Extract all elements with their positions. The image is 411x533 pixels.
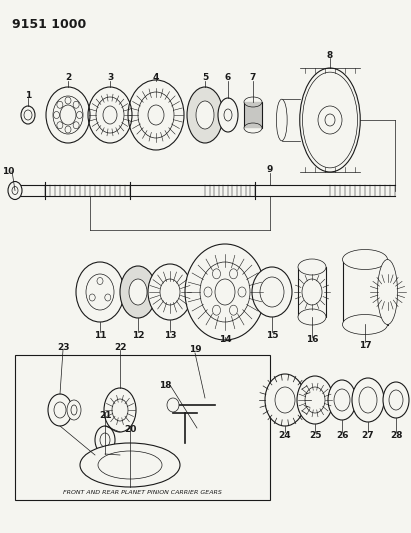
Ellipse shape	[104, 388, 136, 432]
Text: 12: 12	[132, 330, 144, 340]
Ellipse shape	[212, 305, 220, 315]
Ellipse shape	[244, 123, 262, 133]
Ellipse shape	[129, 279, 147, 305]
Ellipse shape	[89, 294, 95, 301]
Ellipse shape	[100, 433, 110, 447]
Ellipse shape	[302, 72, 358, 168]
Ellipse shape	[98, 451, 162, 479]
Ellipse shape	[229, 269, 238, 279]
Ellipse shape	[148, 264, 192, 320]
Text: 17: 17	[359, 341, 371, 350]
Bar	[342, 260, 388, 325]
Text: 3: 3	[107, 74, 113, 83]
Ellipse shape	[8, 182, 22, 199]
Ellipse shape	[120, 266, 156, 318]
Text: FRONT AND REAR PLANET PINION CARRIER GEARS: FRONT AND REAR PLANET PINION CARRIER GEA…	[63, 489, 222, 495]
Ellipse shape	[318, 106, 342, 134]
Ellipse shape	[275, 387, 295, 413]
Ellipse shape	[377, 260, 397, 325]
Text: 26: 26	[336, 431, 348, 440]
Text: 7: 7	[250, 74, 256, 83]
Text: 15: 15	[266, 330, 278, 340]
Ellipse shape	[112, 399, 128, 421]
Ellipse shape	[244, 97, 262, 107]
Ellipse shape	[238, 287, 246, 297]
Ellipse shape	[204, 287, 212, 297]
Ellipse shape	[187, 87, 223, 143]
Ellipse shape	[215, 279, 235, 305]
Ellipse shape	[80, 443, 180, 487]
Ellipse shape	[383, 382, 409, 418]
Ellipse shape	[167, 398, 179, 412]
Ellipse shape	[105, 294, 111, 301]
Text: 22: 22	[114, 343, 126, 351]
Ellipse shape	[229, 305, 238, 315]
Ellipse shape	[95, 426, 115, 454]
Ellipse shape	[305, 387, 325, 413]
Ellipse shape	[265, 374, 305, 426]
Bar	[15, 355, 270, 500]
Text: 9: 9	[267, 166, 273, 174]
Ellipse shape	[302, 279, 322, 305]
Ellipse shape	[325, 114, 335, 126]
Ellipse shape	[297, 376, 333, 424]
Ellipse shape	[342, 314, 388, 335]
Text: 5: 5	[202, 74, 208, 83]
Ellipse shape	[97, 278, 103, 285]
Ellipse shape	[352, 378, 384, 422]
Text: 6: 6	[225, 74, 231, 83]
Text: 9151 1000: 9151 1000	[12, 18, 86, 31]
Text: 1: 1	[25, 91, 31, 100]
Ellipse shape	[48, 394, 72, 426]
Ellipse shape	[86, 274, 114, 310]
Text: 18: 18	[159, 381, 171, 390]
Ellipse shape	[67, 400, 81, 420]
Ellipse shape	[359, 387, 377, 413]
Ellipse shape	[298, 309, 326, 325]
Text: 20: 20	[124, 425, 136, 434]
Ellipse shape	[260, 277, 284, 307]
Text: 11: 11	[94, 330, 106, 340]
Text: 24: 24	[279, 431, 291, 440]
Text: 27: 27	[362, 431, 374, 440]
Text: 28: 28	[390, 431, 402, 440]
Text: 25: 25	[309, 431, 321, 440]
Text: 14: 14	[219, 335, 231, 344]
Text: 19: 19	[189, 345, 201, 354]
Ellipse shape	[218, 98, 238, 132]
Text: 23: 23	[57, 343, 69, 351]
Text: 13: 13	[164, 330, 176, 340]
Ellipse shape	[54, 402, 66, 418]
Ellipse shape	[76, 262, 124, 322]
Ellipse shape	[276, 99, 287, 141]
Ellipse shape	[300, 68, 360, 172]
Text: 2: 2	[65, 74, 71, 83]
Ellipse shape	[334, 389, 350, 411]
Ellipse shape	[328, 380, 356, 420]
Ellipse shape	[185, 244, 265, 340]
Text: 10: 10	[2, 166, 14, 175]
Ellipse shape	[160, 279, 180, 305]
Ellipse shape	[342, 249, 388, 270]
Text: 21: 21	[99, 410, 111, 419]
Bar	[244, 102, 262, 128]
Ellipse shape	[389, 390, 403, 410]
Ellipse shape	[71, 405, 77, 415]
Ellipse shape	[196, 101, 214, 129]
Ellipse shape	[200, 262, 250, 322]
Ellipse shape	[298, 259, 326, 275]
Text: 8: 8	[327, 51, 333, 60]
Ellipse shape	[252, 267, 292, 317]
Text: 4: 4	[153, 74, 159, 83]
Ellipse shape	[212, 269, 220, 279]
Text: 16: 16	[306, 335, 318, 344]
Bar	[298, 267, 326, 317]
